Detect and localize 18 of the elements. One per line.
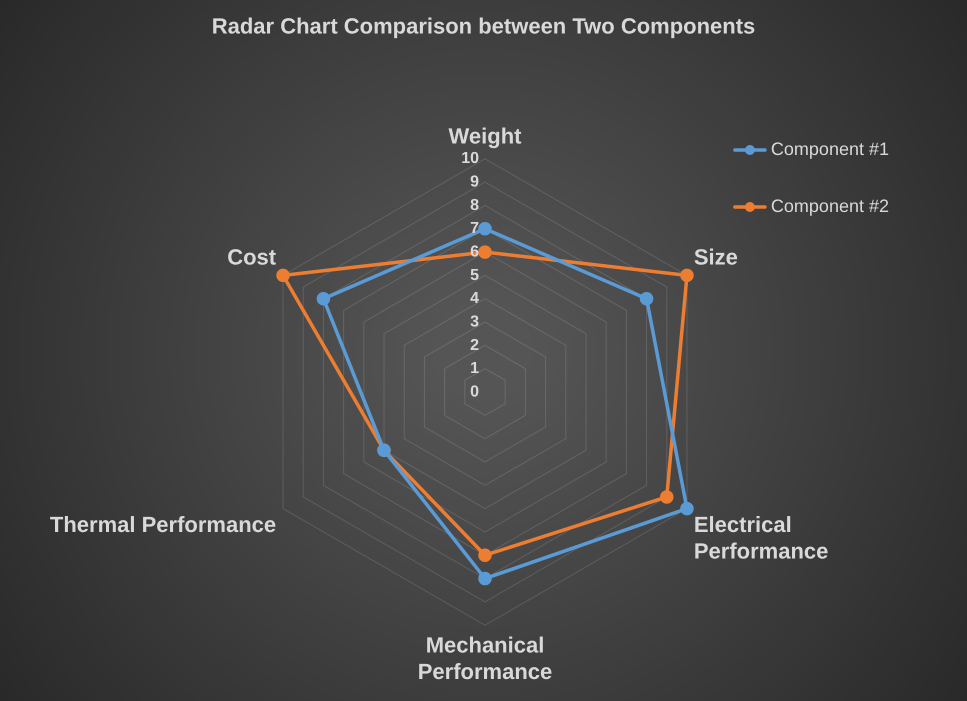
spoke-label: Size xyxy=(694,244,738,270)
y-tick-label: 2 xyxy=(470,336,480,354)
spoke-label: Thermal Performance xyxy=(50,512,276,537)
legend-label: Component #2 xyxy=(770,196,890,216)
y-tick-label: 8 xyxy=(470,196,480,214)
y-tick-label: 10 xyxy=(461,150,480,168)
spoke-label: Cost xyxy=(227,244,277,270)
y-tick-label: 9 xyxy=(470,174,480,191)
spoke-label: Weight xyxy=(448,124,522,149)
y-tick-label: 3 xyxy=(470,313,480,330)
spoke-label: Mechanical Performance xyxy=(418,632,552,684)
y-tick-label: 1 xyxy=(470,360,480,378)
chart-title: Radar Chart Comparison between Two Components xyxy=(212,13,756,38)
legend-label: Component #1 xyxy=(770,138,890,159)
y-tick-label: 0 xyxy=(470,383,480,400)
spoke-label: Electrical Performance xyxy=(694,512,828,564)
y-tick-label: 4 xyxy=(470,290,480,308)
y-tick-label: 5 xyxy=(470,266,480,284)
